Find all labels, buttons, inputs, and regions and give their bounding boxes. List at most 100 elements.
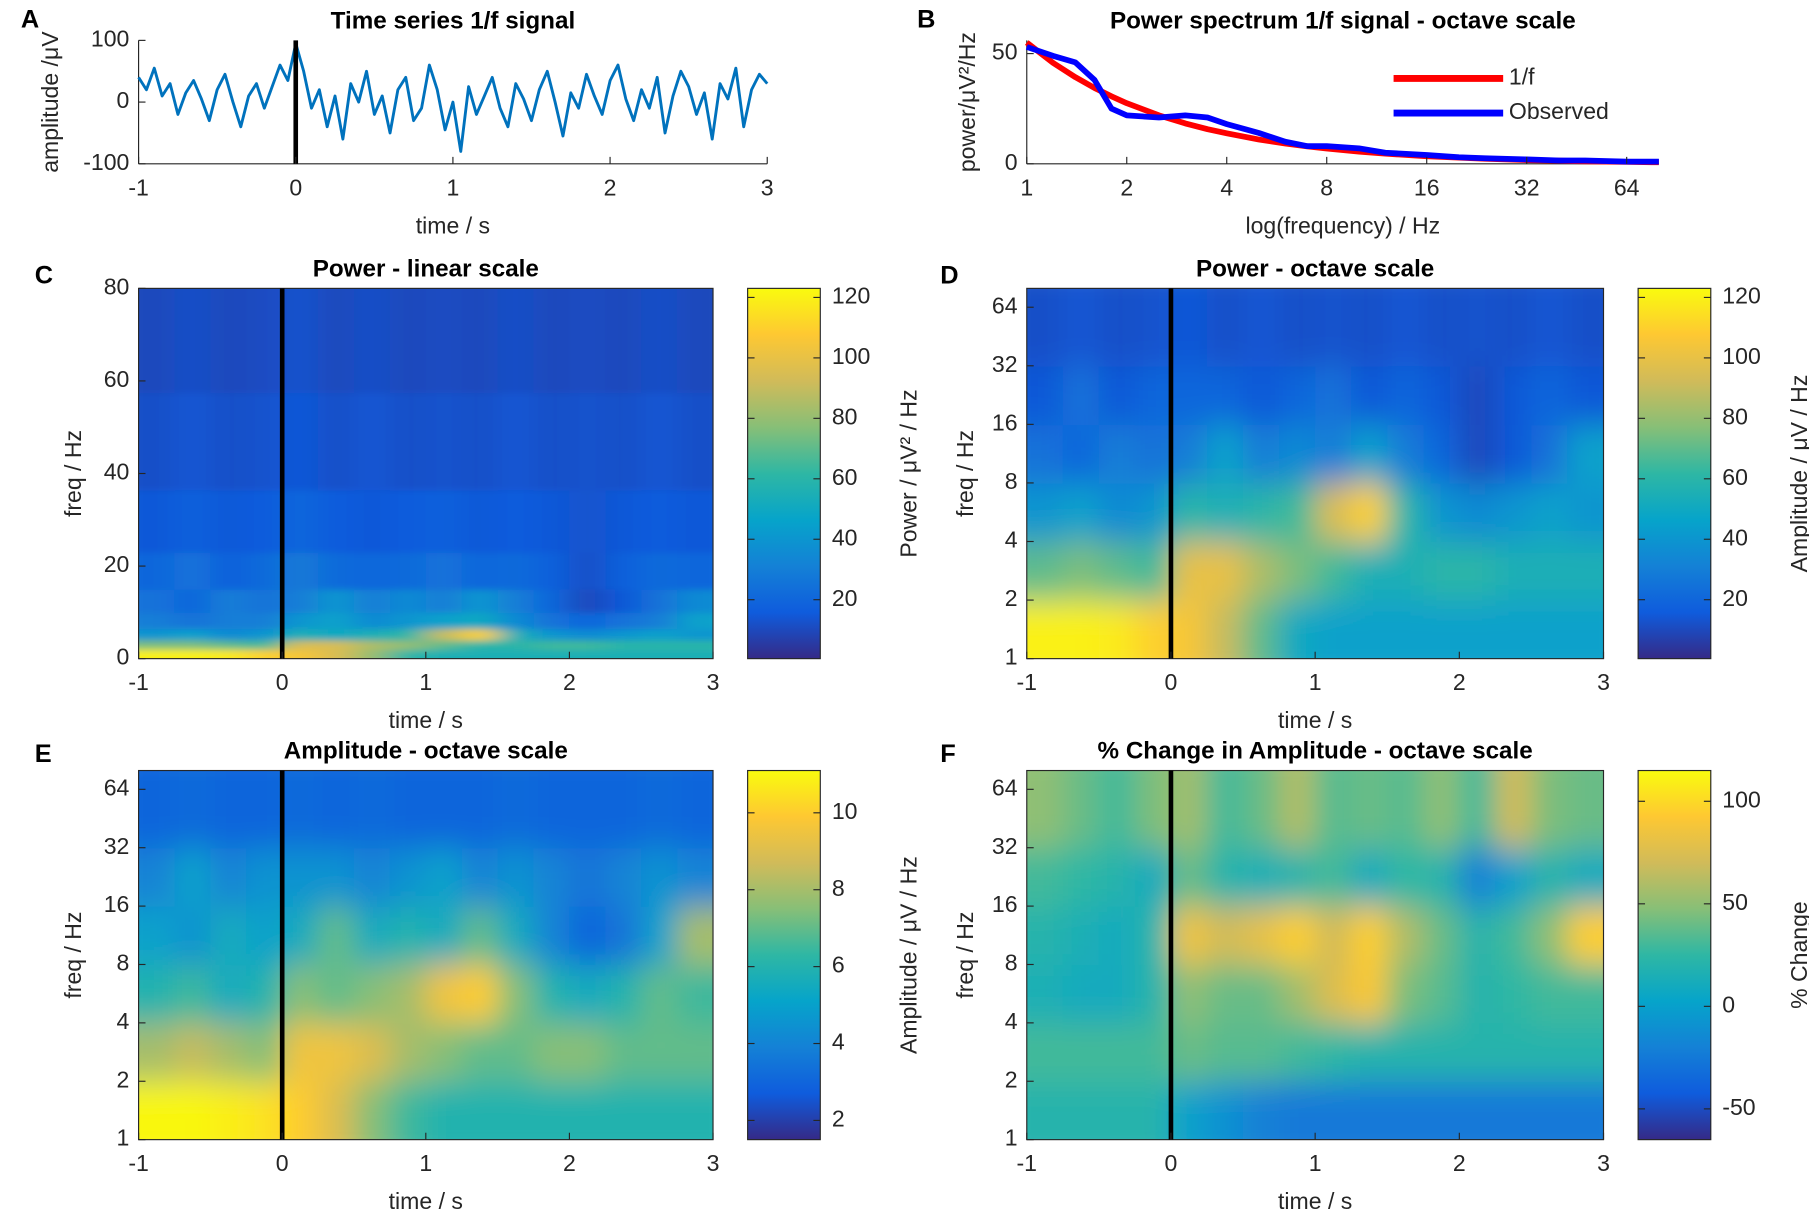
heatmap-cell — [461, 649, 499, 659]
panel-label: E — [35, 740, 52, 768]
heatmap-cell — [138, 770, 176, 849]
heatmap-cell — [1134, 770, 1172, 849]
heatmap-cell — [605, 628, 642, 641]
x-tick-label: 1 — [419, 1150, 432, 1176]
y-tick-label: 32 — [992, 351, 1018, 377]
y-tick-label: 16 — [992, 409, 1018, 435]
heatmap-cell — [282, 612, 319, 630]
heatmap-cell — [461, 628, 499, 641]
heatmap-cell — [677, 612, 714, 630]
heatmap-cell — [318, 964, 355, 1024]
heatmap-cell — [1567, 964, 1604, 1024]
heatmap-cell — [1495, 600, 1532, 659]
heatmap-cell — [1531, 424, 1569, 484]
heatmap-cell — [1098, 365, 1136, 426]
heatmap-cell — [210, 589, 247, 613]
y-tick-label: 8 — [117, 950, 130, 976]
heatmap-cell — [1351, 847, 1388, 907]
heatmap-cell — [1207, 482, 1244, 543]
heatmap-cell — [246, 589, 283, 613]
heatmap-cell — [677, 1081, 714, 1140]
y-tick-label: 40 — [104, 459, 130, 485]
heatmap-cell — [1531, 1022, 1569, 1082]
heatmap-cell — [353, 628, 391, 641]
heatmap-cell — [677, 1022, 714, 1082]
heatmap-cell — [246, 552, 283, 590]
heatmap-cell — [605, 288, 642, 394]
colorbar-tick-label: 4 — [832, 1029, 845, 1055]
heatmap-cell — [1459, 541, 1496, 601]
heatmap-cell — [318, 1081, 355, 1140]
x-tick-label: 3 — [1597, 1150, 1610, 1176]
heatmap-cell — [174, 1022, 211, 1082]
colorbar — [747, 769, 821, 1141]
heatmap-cell — [533, 649, 570, 659]
colorbar-tick-label: 6 — [832, 952, 845, 978]
heatmap-cell — [641, 612, 678, 630]
heatmap-cell — [1423, 424, 1460, 484]
colorbar-tick-label: 10 — [832, 798, 858, 824]
heatmap-cell — [425, 847, 463, 907]
heatmap-cell — [389, 964, 427, 1024]
heatmap-cell — [210, 1081, 247, 1140]
heatmap-cell — [1495, 906, 1532, 966]
x-tick-label: 2 — [1120, 174, 1133, 200]
x-tick-label: -1 — [1017, 669, 1037, 695]
heatmap-cell — [389, 847, 427, 907]
x-tick-label: 1 — [419, 669, 432, 695]
y-tick-label: 64 — [104, 774, 130, 800]
heatmap-cell — [1279, 964, 1316, 1024]
heatmap-cell — [641, 770, 678, 849]
heatmap-cell — [425, 612, 463, 630]
heatmap-cell — [1062, 600, 1100, 659]
heatmap-cell — [210, 964, 247, 1024]
x-tick-label: 1 — [1309, 669, 1322, 695]
heatmap-cell — [533, 552, 570, 590]
heatmap-cell — [1387, 906, 1424, 966]
heatmap-cell — [1062, 1081, 1100, 1140]
y-tick-label: 1 — [117, 1125, 130, 1151]
heatmap-cell — [1351, 1022, 1388, 1082]
heatmap-cell — [1567, 424, 1604, 484]
heatmap-cell — [1459, 600, 1496, 659]
heatmap-cell — [497, 770, 535, 849]
heatmap-cell — [677, 552, 714, 590]
heatmap-cell — [246, 1081, 283, 1140]
x-tick-label: -1 — [128, 174, 149, 200]
heatmap-cell — [318, 847, 355, 907]
colorbar-tick-label: 80 — [832, 403, 858, 429]
y-tick-label: 0 — [117, 87, 130, 113]
panel-label: B — [917, 5, 935, 33]
heatmap-cell — [1495, 1081, 1532, 1140]
heatmap-cell — [1315, 482, 1352, 543]
heatmap-cell — [353, 1022, 391, 1082]
colorbar — [1637, 287, 1712, 660]
heatmap-cell — [1279, 770, 1316, 849]
heatmap-cell — [389, 640, 427, 650]
heatmap-cell — [1026, 600, 1064, 659]
colorbar-tick-label: 120 — [832, 283, 870, 309]
heatmap — [1026, 288, 1604, 659]
heatmap-cell — [1279, 906, 1316, 966]
heatmap-cell — [533, 1081, 570, 1140]
y-tick-label: 64 — [992, 292, 1018, 318]
heatmap-cell — [569, 847, 606, 907]
heatmap-cell — [1170, 288, 1208, 367]
heatmap-cell — [1423, 847, 1460, 907]
heatmap-cell — [1567, 600, 1604, 659]
heatmap-cell — [210, 489, 247, 553]
heatmap-cell — [461, 392, 499, 491]
heatmap-cell — [1207, 600, 1244, 659]
heatmap-cell — [210, 1022, 247, 1082]
heatmap-cell — [246, 964, 283, 1024]
heatmap-cell — [210, 628, 247, 641]
heatmap-cell — [1243, 365, 1280, 426]
heatmap-cell — [1134, 482, 1172, 543]
heatmap-cell — [1207, 365, 1244, 426]
heatmap-cell — [1495, 541, 1532, 601]
heatmap-cell — [497, 589, 535, 613]
heatmap-cell — [1495, 964, 1532, 1024]
colorbar-tick-label: 100 — [1722, 786, 1760, 812]
heatmap-cell — [497, 612, 535, 630]
heatmap-cell — [1279, 1081, 1316, 1140]
